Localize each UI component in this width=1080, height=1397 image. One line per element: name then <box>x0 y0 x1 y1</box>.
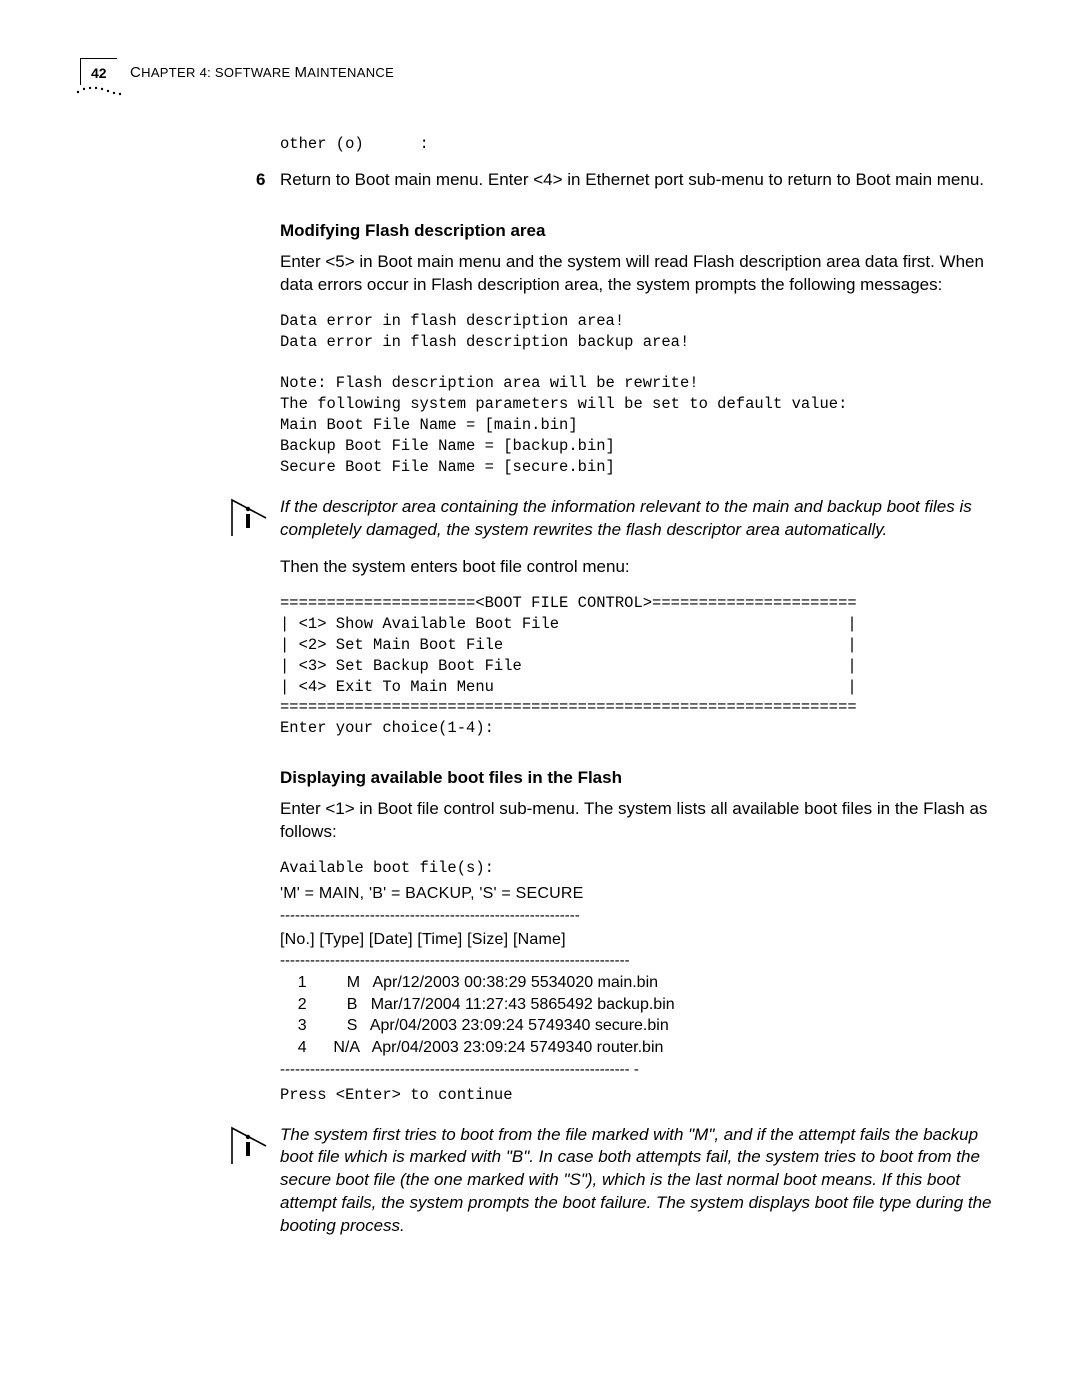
info-icon <box>230 498 276 538</box>
table-row: 4 N/A Apr/04/2003 23:09:24 5749340 route… <box>280 1037 1000 1059</box>
code-flash-error: Data error in flash description area! Da… <box>280 311 1000 478</box>
code-available: Available boot file(s): <box>280 858 1000 879</box>
para-display: Enter <1> in Boot file control sub-menu.… <box>280 798 1000 844</box>
note-2: The system first tries to boot from the … <box>70 1124 1010 1239</box>
code-boot-menu: =====================<BOOT FILE CONTROL>… <box>280 593 1000 739</box>
table-header: [No.] [Type] [Date] [Time] [Size] [Name] <box>280 929 1000 951</box>
dash-line: ----------------------------------------… <box>280 952 1000 970</box>
body-content: other (o) : 6 Return to Boot main menu. … <box>280 134 1000 478</box>
step-text: Return to Boot main menu. Enter <4> in E… <box>280 170 984 189</box>
page-number: 42 <box>80 58 117 85</box>
chapter-title: CHAPTER 4: SOFTWARE MAINTENANCE <box>130 64 394 81</box>
table-row: 1 M Apr/12/2003 00:38:29 5534020 main.bi… <box>280 972 1000 994</box>
dash-line: ----------------------------------------… <box>280 907 1000 925</box>
file-table: 1 M Apr/12/2003 00:38:29 5534020 main.bi… <box>280 972 1000 1058</box>
para-modify: Enter <5> in Boot main menu and the syst… <box>280 251 1000 297</box>
page: 42 CHAPTER 4: SOFTWARE MAINTENANCE other… <box>0 0 1080 1397</box>
page-header: 42 CHAPTER 4: SOFTWARE MAINTENANCE <box>70 58 1010 88</box>
note-1: If the descriptor area containing the in… <box>70 496 1010 542</box>
note-1-text: If the descriptor area containing the in… <box>280 496 1000 542</box>
table-row: 3 S Apr/04/2003 23:09:24 5749340 secure.… <box>280 1015 1000 1037</box>
table-row: 2 B Mar/17/2004 11:27:43 5865492 backup.… <box>280 994 1000 1016</box>
para-then: Then the system enters boot file control… <box>280 556 1000 579</box>
dash-line: ----------------------------------------… <box>280 1061 1000 1079</box>
body-content-2: Then the system enters boot file control… <box>280 556 1000 1106</box>
step-6: 6 Return to Boot main menu. Enter <4> in… <box>280 169 1000 192</box>
header-dots-icon <box>74 82 126 98</box>
step-number: 6 <box>256 169 265 192</box>
heading-modify: Modifying Flash description area <box>280 220 1000 243</box>
chapter-text: CHAPTER 4: SOFTWARE MAINTENANCE <box>130 65 394 80</box>
heading-display: Displaying available boot files in the F… <box>280 767 1000 790</box>
info-icon <box>230 1126 276 1166</box>
legend-line: 'M' = MAIN, 'B' = BACKUP, 'S' = SECURE <box>280 883 1000 905</box>
code-press-enter: Press <Enter> to continue <box>280 1085 1000 1106</box>
note-2-text: The system first tries to boot from the … <box>280 1124 1000 1239</box>
code-other: other (o) : <box>280 134 1000 155</box>
